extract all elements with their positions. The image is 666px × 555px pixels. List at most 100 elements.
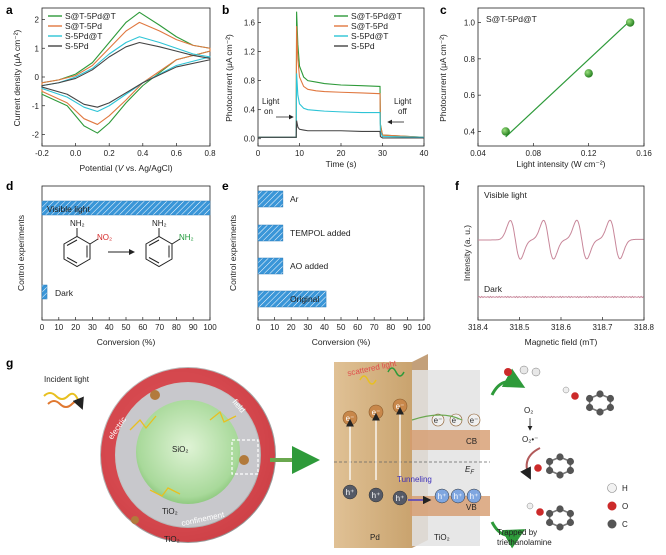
panel-c: c S@T-5Pd@T 0.04 0.08 0.12 0.16 0.4 0.6 0.8 1.…: [438, 3, 652, 169]
y-tick-label: 1.2: [244, 48, 256, 57]
scattered-ray: [129, 415, 157, 431]
panel-a-xlabel: Potential (V vs. Ag/AgCl): [79, 163, 172, 173]
atom-h: [526, 502, 534, 510]
nitroaniline-ring: [63, 235, 91, 268]
atom-h: [562, 386, 570, 394]
data-point: [584, 69, 593, 78]
atom-c: [546, 509, 554, 518]
panel-b-yticks: 0.0 0.4 0.8 1.2 1.6: [244, 19, 261, 144]
shell-outer-label: TiO₂: [164, 535, 180, 544]
nitro-bond: [89, 238, 99, 245]
x-tick-label: 10: [270, 323, 279, 332]
electron: [431, 413, 445, 427]
bar: [41, 284, 48, 300]
x-tick-label: 318.4: [468, 323, 489, 332]
x-tick-label: 70: [155, 323, 164, 332]
x-tick-label: 60: [353, 323, 362, 332]
x-tick-label: 318.7: [592, 323, 613, 332]
panel-g-label: g: [6, 356, 13, 370]
x-tick-label: 20: [71, 323, 80, 332]
trapped-label-1: Trapped by: [497, 528, 537, 537]
x-tick-label: 80: [172, 323, 181, 332]
atom-h: [531, 367, 541, 377]
hole: [342, 484, 358, 500]
bar-label-dark: Dark: [55, 288, 74, 298]
atom-c: [596, 390, 604, 398]
y-tick-label: 0.4: [464, 127, 476, 136]
panel-f-curves: [477, 219, 644, 299]
panel-a-xticks: -0.2 0.0 0.2 0.4 0.6 0.8: [35, 143, 216, 158]
panel-a: a -0.2 0.0 0.2 0.4 0.6 0.8 -2 -1 0 1 2 Potential …: [6, 3, 216, 173]
x-tick-label: 40: [420, 149, 429, 158]
panel-f-frame: [477, 185, 645, 321]
x-tick-label: 100: [203, 323, 217, 332]
x-tick-label: 0.16: [636, 149, 652, 158]
trace-label-visible: Visible light: [484, 190, 527, 200]
y-tick-label: 0: [35, 73, 40, 82]
pd-holes: h⁺ h⁺ h⁺ h⁺ h⁺ h⁺: [342, 484, 482, 506]
electron-transfer-arrow: [411, 414, 463, 421]
hole-label: h⁺: [470, 492, 479, 501]
atom-h: [519, 365, 529, 375]
x-tick-label: 30: [378, 149, 387, 158]
panel-c-xticks: 0.04 0.08 0.12 0.16: [470, 143, 652, 158]
core-label: SiO₂: [172, 445, 188, 454]
x-tick-label: 318.6: [551, 323, 572, 332]
x-tick-label: 40: [105, 323, 114, 332]
legend-entry: S@T-5Pd@T: [351, 11, 402, 21]
legend-atom-o: [607, 501, 617, 511]
panel-e-label: e: [222, 179, 229, 193]
atom-c: [606, 394, 614, 403]
cyclohexane-ring: [562, 386, 614, 416]
hole: [368, 487, 384, 503]
cb-label: CB: [466, 437, 477, 446]
x-tick-label: 0.6: [171, 149, 183, 158]
x-tick-label: 0: [40, 323, 45, 332]
atom-legend: H O C: [607, 483, 628, 529]
ring-double-bond: [66, 257, 78, 264]
atom-c: [546, 457, 554, 466]
atom-c: [546, 466, 554, 475]
y-tick-label: 1: [35, 44, 40, 53]
x-tick-label: 0.0: [70, 149, 82, 158]
panel-c-frame: [477, 7, 645, 147]
light-on-label-line1: Light: [262, 97, 280, 106]
electron-label: e⁻: [470, 416, 479, 425]
x-tick-label: 10: [54, 323, 63, 332]
x-tick-label: 80: [386, 323, 395, 332]
light-off-label-line1: Light: [394, 97, 412, 106]
panel-c-xlabel: Light intensity (W cm⁻²): [516, 159, 605, 169]
tio2-slab: [412, 370, 480, 546]
data-point: [501, 127, 510, 136]
electron: [467, 413, 481, 427]
product-amine-2: NH₂: [179, 233, 194, 242]
panel-d-xticks: 0 10 20 30 40 50 60 70 80 90 100: [40, 317, 217, 332]
atom-c: [566, 518, 574, 527]
bar-label: AO added: [290, 261, 329, 271]
atom-c: [586, 394, 594, 403]
panel-d-label: d: [6, 179, 13, 193]
scattered-ray: [149, 487, 181, 497]
atom-c: [556, 471, 564, 479]
ring-double-bond: [148, 257, 160, 264]
x-tick-label: 318.8: [634, 323, 655, 332]
panel-b-label: b: [222, 3, 229, 17]
reactant-amine: NH₂: [70, 219, 85, 228]
cb-band: [410, 430, 490, 450]
x-tick-label: 0: [256, 149, 261, 158]
atom-c: [566, 509, 574, 518]
x-tick-label: 40: [320, 323, 329, 332]
legend-entry: S@T-5Pd: [65, 21, 102, 31]
legend-entry: S-5Pd: [351, 41, 375, 51]
x-tick-label: 0.04: [470, 149, 486, 158]
reaction-scheme: [63, 228, 181, 268]
trace-label-dark: Dark: [484, 284, 503, 294]
panel-b: b 0 10 20 30 40 0.0 0.4 0.8 1.2 1.6 Time (s) Pho…: [222, 3, 429, 169]
atom-c: [556, 453, 564, 461]
cv-series-line: [41, 41, 211, 108]
panel-b-xticks: 0 10 20 30 40: [256, 143, 429, 158]
y-tick-label: 0.8: [244, 77, 256, 86]
panel-c-yticks: 0.4 0.6 0.8 1.0: [464, 19, 481, 136]
atom-c: [546, 518, 554, 527]
ef-label: EF: [465, 465, 474, 476]
